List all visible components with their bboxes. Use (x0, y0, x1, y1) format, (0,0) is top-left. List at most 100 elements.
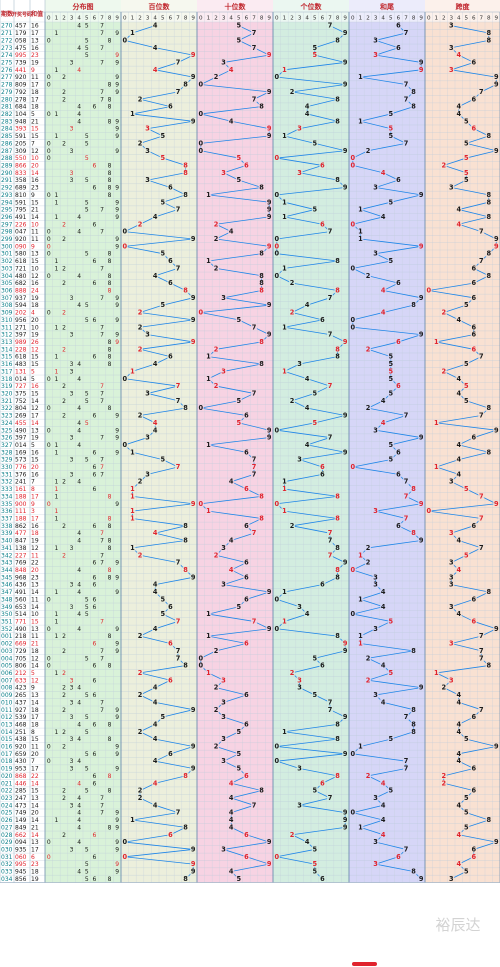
trend-mark-units: 8 (335, 573, 340, 581)
trend-segment-units (276, 628, 338, 637)
header-digit: 3 (146, 16, 150, 22)
trend-mark-span: 0 (426, 507, 431, 515)
row-number: 138 (15, 545, 27, 552)
header-section-hund: 百位数 (149, 2, 171, 11)
trend-mark-bg (266, 331, 273, 338)
trend-mark-units: 0 (275, 235, 280, 243)
row-sum: 13 (31, 839, 39, 846)
row-sum: 15 (31, 354, 39, 361)
row-sum: 15 (31, 258, 39, 265)
dist-digit: 9 (115, 641, 119, 648)
trend-mark-hewei: 8 (411, 706, 416, 714)
trend-segment-span (451, 69, 497, 78)
row-issue: 329 (1, 457, 13, 464)
trend-mark-hund: 9 (191, 235, 196, 243)
row-number: 989 (15, 339, 27, 346)
trend-mark-hund: 9 (191, 573, 196, 581)
trend-mark-tens: 7 (252, 456, 257, 464)
trend-mark-bg (251, 390, 257, 397)
trend-mark-bg (387, 198, 394, 206)
trend-mark-bg (470, 294, 477, 301)
row-number: 483 (15, 361, 27, 368)
trend-mark-hund: 1 (130, 29, 135, 37)
dist-digit: 4 (77, 67, 81, 74)
trend-mark-bg (372, 838, 379, 846)
trend-segment-tens (246, 856, 270, 865)
dist-digit: 5 (85, 457, 89, 464)
trend-mark-span: 4 (456, 728, 461, 736)
dist-digit: 9 (115, 427, 119, 434)
trend-mark-bg (213, 706, 219, 713)
trend-mark-span: 2 (441, 367, 446, 375)
trend-mark-hund: 0 (123, 441, 128, 449)
trend-mark-units: 5 (313, 206, 318, 214)
trend-mark-bg (365, 346, 371, 353)
trend-mark-hund: 3 (145, 470, 150, 478)
trend-segment-span (458, 701, 482, 711)
row-number: 995 (15, 861, 27, 868)
dist-digit: 3 (70, 471, 74, 478)
trend-mark-bg (243, 772, 250, 779)
dist-digit: 2 (62, 74, 66, 81)
trend-mark-units: 5 (313, 691, 318, 699)
dist-digit: 4 (77, 611, 81, 618)
trend-mark-hewei: 9 (419, 331, 424, 339)
trend-mark-hund: 9 (191, 338, 196, 346)
row-issue: 331 (1, 471, 13, 478)
row-issue: 287 (1, 148, 13, 155)
trend-segment-hewei (375, 187, 422, 196)
trend-mark-span: 9 (494, 625, 499, 633)
dist-digit: 5 (85, 611, 89, 618)
trend-mark-bg (167, 640, 174, 647)
trend-mark-bg (311, 846, 318, 853)
trend-mark-bg (129, 544, 136, 551)
trend-mark-bg (342, 713, 349, 721)
header-digit: 4 (153, 16, 157, 22)
trend-segment-tens (200, 113, 232, 122)
trend-mark-tens: 6 (244, 559, 249, 567)
trend-mark-bg (334, 515, 341, 522)
row-number: 900 (15, 501, 27, 508)
row-number: 684 (15, 104, 27, 111)
footer-bar (0, 959, 500, 967)
trend-mark-hewei: 4 (381, 603, 386, 611)
trend-segment-span (466, 135, 489, 144)
trend-segment-span (436, 466, 459, 475)
trend-mark-span: 3 (449, 559, 454, 567)
trend-mark-span: 7 (479, 88, 484, 96)
trend-mark-bg (273, 596, 280, 603)
trend-segment-hund (147, 120, 194, 130)
row-number: 468 (15, 721, 27, 728)
trend-segment-span (451, 62, 474, 71)
trend-mark-bg (304, 610, 311, 618)
trend-mark-bg (152, 66, 159, 73)
trend-mark-span: 8 (486, 132, 491, 140)
trend-mark-hewei: 3 (373, 794, 378, 802)
trend-mark-hund: 3 (145, 125, 150, 133)
trend-mark-hund: 7 (176, 382, 181, 390)
trend-mark-bg (455, 103, 462, 110)
trend-mark-hund: 1 (130, 485, 135, 493)
trend-mark-tens: 4 (229, 537, 234, 545)
trend-mark-hund: 7 (176, 647, 181, 655)
trend-mark-hewei: 6 (396, 279, 401, 287)
trend-mark-units: 8 (335, 515, 340, 523)
dist-digit: 1 (54, 376, 58, 383)
trend-segment-hewei (352, 812, 384, 821)
trend-mark-bg (418, 500, 425, 507)
trend-mark-hewei: 1 (358, 743, 363, 751)
trend-mark-hewei: 6 (396, 448, 401, 456)
trend-mark-units: 8 (335, 287, 340, 295)
trend-mark-tens: 3 (221, 713, 226, 721)
trend-mark-bg (372, 37, 379, 44)
dist-digit: 8 (108, 773, 112, 780)
trend-mark-bg (205, 507, 212, 515)
trend-mark-span: 3 (449, 640, 454, 648)
dist-digit: 9 (115, 435, 119, 442)
trend-mark-hewei: 7 (404, 95, 409, 103)
trend-mark-bg (440, 684, 447, 691)
trend-mark-units: 3 (297, 360, 302, 368)
row-issue: 011 (1, 707, 13, 714)
dist-digit: 2 (62, 265, 66, 272)
trend-mark-bg (403, 757, 409, 765)
